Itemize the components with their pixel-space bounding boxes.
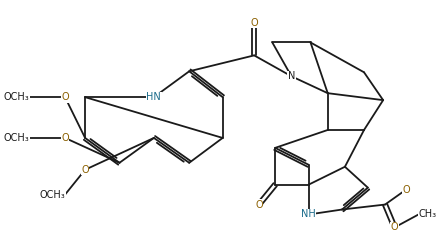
Text: O: O xyxy=(402,185,410,195)
Text: OCH₃: OCH₃ xyxy=(4,92,29,102)
Text: O: O xyxy=(391,222,398,232)
Text: N: N xyxy=(288,71,295,81)
Text: O: O xyxy=(255,199,263,210)
Text: NH: NH xyxy=(301,209,316,220)
Text: OCH₃: OCH₃ xyxy=(39,189,65,200)
Text: O: O xyxy=(61,92,69,102)
Text: O: O xyxy=(81,165,89,175)
Text: HN: HN xyxy=(147,92,161,102)
Text: O: O xyxy=(250,18,258,28)
Text: CH₃: CH₃ xyxy=(418,209,436,220)
Text: OCH₃: OCH₃ xyxy=(4,133,29,143)
Text: O: O xyxy=(61,133,69,143)
